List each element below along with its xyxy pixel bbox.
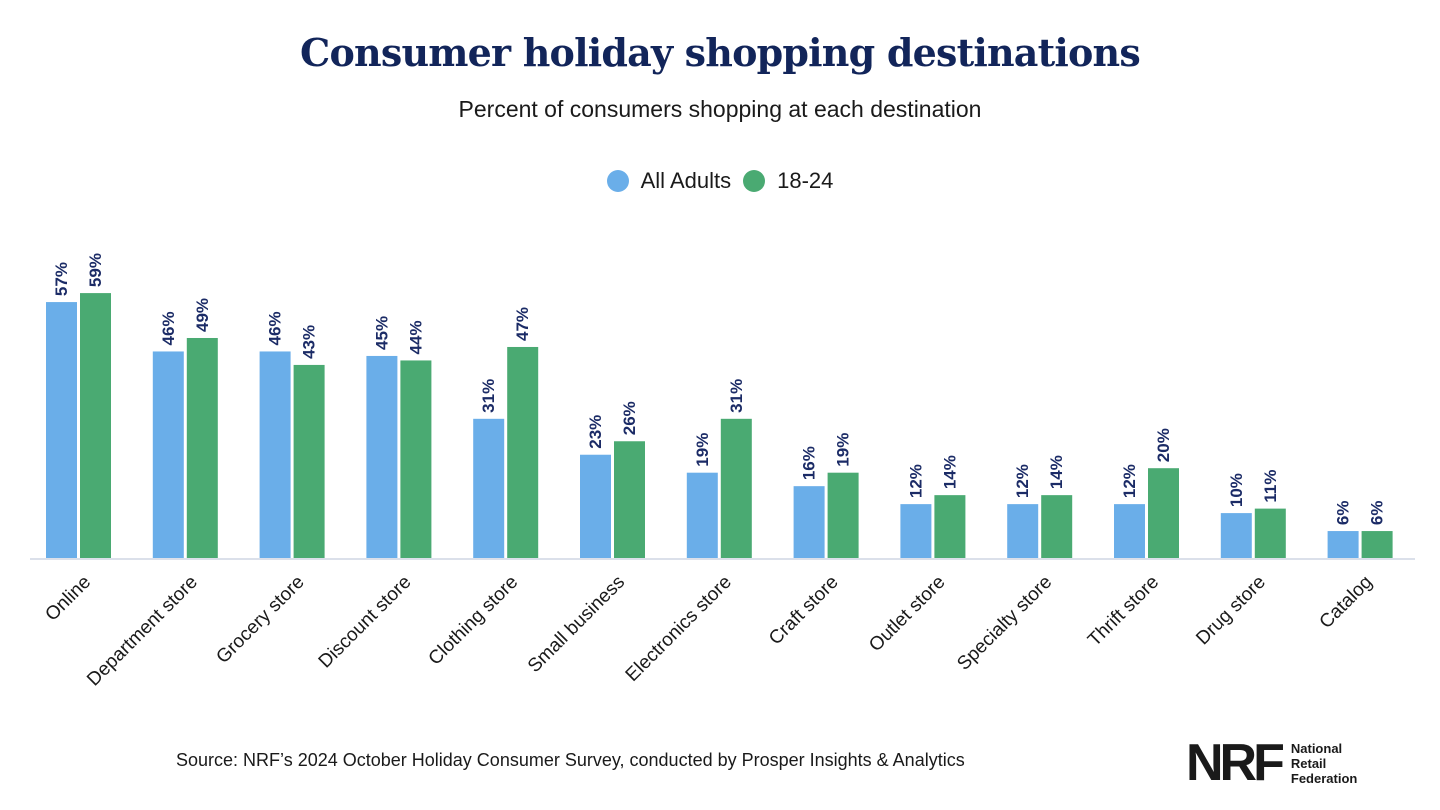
data-label-small-business-all-adults: 23% [586,415,605,449]
bar-thrift-store-18-24 [1148,468,1179,558]
x-tick-label-discount-store: Discount store [315,572,416,673]
data-label-craft-store-18-24: 19% [834,433,853,467]
logo-line-3: Federation [1290,770,1358,786]
data-label-craft-store-all-adults: 16% [800,446,819,480]
x-tick-label-thrift-store: Thrift store [1084,572,1163,651]
bar-specialty-store-all-adults [1007,504,1039,558]
bar-department-store-all-adults [152,351,184,558]
data-label-outlet-store-18-24: 14% [940,455,959,489]
legend-swatch-18-24 [743,170,766,192]
data-label-small-business-18-24: 26% [620,401,639,435]
bar-electronics-store-18-24 [720,418,752,558]
x-tick-label-online: Online [41,572,95,626]
data-label-outlet-store-all-adults: 12% [906,464,925,498]
data-label-department-store-all-adults: 46% [159,311,178,345]
bar-department-store-18-24 [186,337,218,558]
logo-line-2: Retail [1290,755,1327,771]
legend: All Adults 18-24 [0,168,1440,194]
data-label-department-store-18-24: 49% [193,298,212,332]
legend-item-18-24: 18-24 [743,168,833,194]
bar-small-business-all-adults [580,454,611,558]
data-label-online-all-adults: 57% [52,262,71,296]
chart-title: Consumer holiday shopping destinations [300,30,1141,75]
chart-subtitle: Percent of consumers shopping at each de… [458,96,982,122]
logo-text: National Retail Federation [1291,741,1357,786]
x-tick-label-outlet-store: Outlet store [865,572,949,656]
data-label-catalog-all-adults: 6% [1334,500,1353,525]
data-label-thrift-store-18-24: 20% [1154,428,1173,462]
data-label-specialty-store-all-adults: 12% [1013,464,1032,498]
x-tick-label-drug-store: Drug store [1192,572,1270,650]
data-label-grocery-store-18-24: 43% [300,325,319,359]
bar-craft-store-all-adults [793,486,825,558]
legend-swatch-all-adults [606,170,629,192]
bar-electronics-store-all-adults [686,472,718,558]
bar-drug-store-all-adults [1220,513,1252,558]
x-tick-label-small-business: Small business [524,572,629,677]
bar-specialty-store-18-24 [1041,495,1073,558]
bar-clothing-store-18-24 [507,346,539,558]
data-label-discount-store-all-adults: 45% [372,316,391,350]
logo-line-1: National [1290,740,1343,756]
x-tick-label-craft-store: Craft store [765,572,843,650]
data-label-specialty-store-18-24: 14% [1047,455,1066,489]
data-label-catalog-18-24: 6% [1368,500,1387,525]
legend-label-all-adults: All Adults [640,168,732,193]
x-tick-label-electronics-store: Electronics store [622,572,736,686]
source-note: Source: NRF’s 2024 October Holiday Consu… [176,750,965,770]
data-label-drug-store-all-adults: 10% [1227,473,1246,507]
data-label-discount-store-18-24: 44% [406,320,425,354]
legend-label-18-24: 18-24 [777,168,834,193]
bar-online-18-24 [80,293,111,558]
bar-outlet-store-all-adults [900,504,932,558]
x-tick-label-department-store: Department store [83,572,202,691]
bar-discount-store-all-adults [366,355,398,558]
data-label-clothing-store-18-24: 47% [513,307,532,341]
x-tick-label-grocery-store: Grocery store [212,572,308,668]
data-label-clothing-store-all-adults: 31% [479,379,498,413]
bar-grocery-store-all-adults [259,351,291,558]
data-label-online-18-24: 59% [86,253,105,287]
logo-mark: NRF [1186,734,1285,792]
bar-catalog-all-adults [1327,531,1359,558]
bar-small-business-18-24 [614,441,645,558]
bar-drug-store-18-24 [1254,508,1286,558]
nrf-logo: NRF National Retail Federation [1186,736,1357,790]
x-tick-label-specialty-store: Specialty store [953,572,1056,675]
data-label-drug-store-18-24: 11% [1261,470,1280,503]
data-label-thrift-store-all-adults: 12% [1120,464,1139,498]
legend-item-all-adults: All Adults [606,168,732,194]
bar-online-all-adults [46,302,77,558]
bar-clothing-store-all-adults [473,418,505,558]
x-tick-label-catalog: Catalog [1316,572,1377,633]
bar-grocery-store-18-24 [293,364,325,558]
bar-discount-store-18-24 [400,360,432,558]
bar-craft-store-18-24 [827,472,859,558]
bar-outlet-store-18-24 [934,495,966,558]
bar-catalog-18-24 [1361,531,1393,558]
data-label-electronics-store-18-24: 31% [727,379,746,413]
data-label-grocery-store-all-adults: 46% [266,311,285,345]
x-tick-label-clothing-store: Clothing store [425,572,523,670]
data-label-electronics-store-all-adults: 19% [693,433,712,467]
bar-thrift-store-all-adults [1114,504,1145,558]
